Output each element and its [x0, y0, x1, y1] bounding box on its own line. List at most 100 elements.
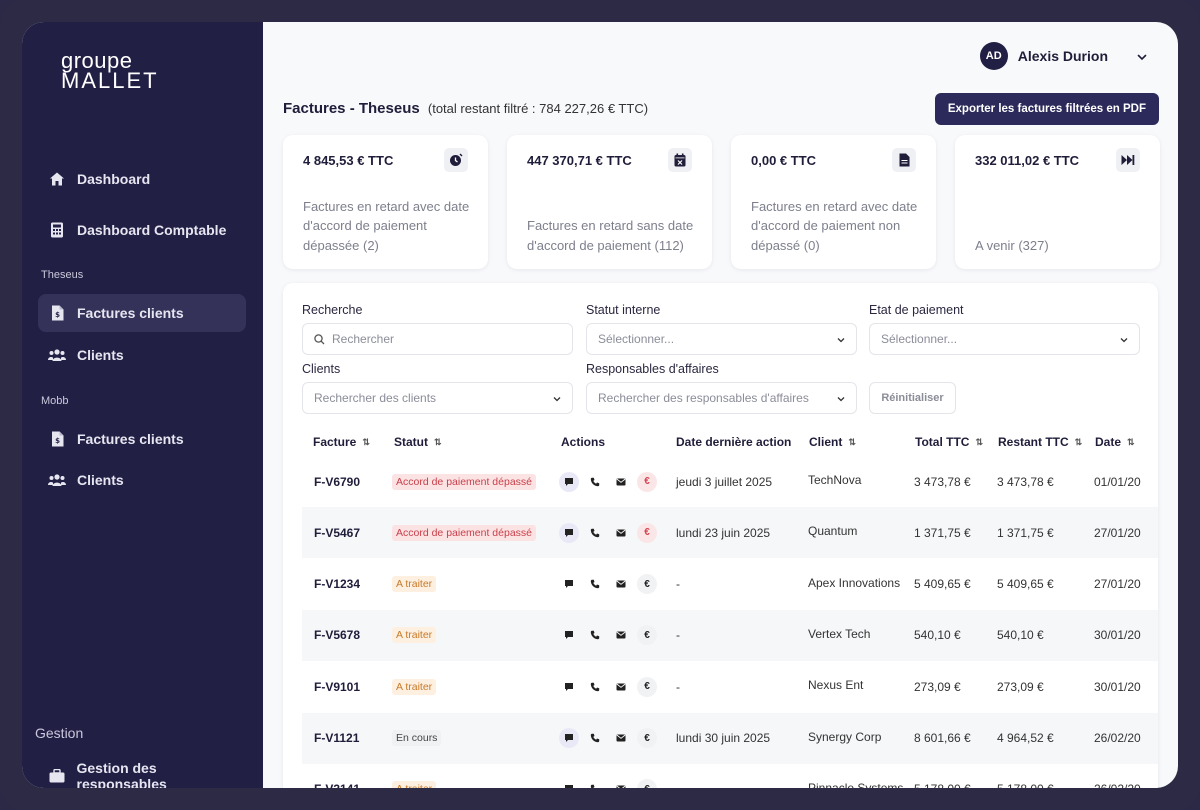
- status-badge: A traiter: [392, 678, 437, 695]
- card-amount: 447 370,71 € TTC: [527, 153, 632, 168]
- phone-icon[interactable]: [585, 677, 605, 697]
- euro-icon[interactable]: €: [637, 522, 657, 543]
- sidebar-item-mobb-factures[interactable]: $ Factures clients: [38, 420, 246, 458]
- column-header-date-action[interactable]: Date dernière action: [676, 435, 791, 449]
- card-amount: 4 845,53 € TTC: [303, 153, 394, 168]
- phone-icon[interactable]: [585, 779, 605, 788]
- cell-date: 01/01/20: [1094, 474, 1141, 489]
- statut-select[interactable]: Sélectionner...: [586, 323, 857, 355]
- euro-icon[interactable]: €: [637, 779, 657, 788]
- cell-actions: €: [559, 764, 657, 788]
- phone-icon[interactable]: [585, 625, 605, 645]
- euro-icon[interactable]: €: [637, 676, 657, 697]
- column-header-date[interactable]: Date ⇅: [1095, 435, 1135, 449]
- filter-label-clients: Clients: [302, 362, 341, 376]
- cell-facture[interactable]: F-V3141: [314, 764, 360, 788]
- cell-date: 26/02/20: [1094, 731, 1141, 745]
- logo: groupe MALLET: [61, 50, 159, 92]
- summary-card-upcoming[interactable]: 332 011,02 € TTC A venir (327): [955, 135, 1160, 269]
- cell-statut: A traiter: [392, 661, 437, 712]
- user-menu[interactable]: AD Alexis Durion: [979, 42, 1148, 70]
- comment-icon[interactable]: [559, 574, 579, 594]
- mail-icon[interactable]: [611, 472, 631, 492]
- cell-total: 5 178,00 €: [914, 764, 971, 788]
- column-header-total[interactable]: Total TTC ⇅: [915, 435, 983, 449]
- comment-icon[interactable]: [559, 625, 579, 645]
- card-description: Factures en retard avec date d'accord de…: [303, 198, 470, 253]
- briefcase-icon: [48, 767, 66, 785]
- phone-icon[interactable]: [585, 574, 605, 594]
- cell-actions: €: [559, 661, 657, 712]
- cell-facture[interactable]: F-V1121: [314, 731, 360, 745]
- summary-card-overdue-not-passed[interactable]: 0,00 € TTC Factures en retard avec date …: [731, 135, 936, 269]
- table-row[interactable]: F-V9101 A traiter € - Nexus Ent 273,09 €…: [302, 661, 1158, 712]
- euro-icon[interactable]: €: [637, 574, 657, 595]
- reset-button[interactable]: Réinitialiser: [869, 382, 956, 414]
- responsables-select[interactable]: Rechercher des responsables d'affaires: [586, 382, 857, 414]
- mail-icon[interactable]: [611, 779, 631, 788]
- summary-card-overdue-agreed[interactable]: 4 845,53 € TTC Factures en retard avec d…: [283, 135, 488, 269]
- euro-icon[interactable]: €: [637, 471, 657, 492]
- sidebar-item-theseus-factures[interactable]: $ Factures clients: [38, 294, 246, 332]
- table-row[interactable]: F-V6790 Accord de paiement dépassé € jeu…: [302, 456, 1158, 507]
- sidebar-item-gestion-responsables[interactable]: Gestion des responsables: [38, 757, 246, 788]
- filter-label-statut: Statut interne: [586, 303, 661, 317]
- column-header-facture[interactable]: Facture ⇅: [313, 435, 370, 449]
- sidebar-item-dashboard-comptable[interactable]: Dashboard Comptable: [38, 211, 246, 249]
- sidebar-item-label: Dashboard: [77, 171, 151, 187]
- comment-icon[interactable]: [559, 522, 579, 543]
- cell-facture[interactable]: F-V1234: [314, 577, 361, 592]
- euro-icon[interactable]: €: [637, 625, 657, 646]
- section-label-mobb: Mobb: [41, 395, 69, 407]
- table-row[interactable]: F-V1121 En cours € lundi 30 juin 2025 Sy…: [302, 712, 1158, 764]
- comment-icon[interactable]: [559, 728, 579, 748]
- fast-forward-icon: [1116, 148, 1140, 172]
- chevron-down-icon[interactable]: [1136, 50, 1148, 62]
- summary-card-overdue-no-agreement[interactable]: 447 370,71 € TTC Factures en retard sans…: [507, 135, 712, 269]
- table-row[interactable]: F-V5467 Accord de paiement dépassé € lun…: [302, 507, 1158, 559]
- export-pdf-button[interactable]: Exporter les factures filtrées en PDF: [934, 93, 1159, 125]
- phone-icon[interactable]: [585, 728, 605, 748]
- column-header-restant[interactable]: Restant TTC ⇅: [998, 435, 1082, 449]
- search-placeholder: Rechercher: [332, 332, 395, 346]
- paiement-select[interactable]: Sélectionner...: [869, 323, 1140, 355]
- cell-total: 3 473,78 €: [914, 474, 971, 489]
- sort-icon: ⇅: [975, 436, 983, 447]
- sidebar-item-theseus-clients[interactable]: Clients: [38, 336, 246, 374]
- cell-facture[interactable]: F-V9101: [314, 679, 361, 694]
- search-input[interactable]: Rechercher: [302, 323, 573, 355]
- cell-total: 8 601,66 €: [914, 731, 971, 745]
- header-label: Total TTC: [915, 435, 970, 449]
- table-row[interactable]: F-V5678 A traiter € - Vertex Tech 540,10…: [302, 609, 1158, 661]
- euro-icon[interactable]: €: [637, 728, 657, 748]
- phone-icon[interactable]: [585, 523, 605, 543]
- mail-icon[interactable]: [611, 574, 631, 594]
- table-row[interactable]: F-V3141 A traiter € - Pinnacle Systems 5…: [302, 764, 1158, 788]
- mail-icon[interactable]: [611, 677, 631, 697]
- mail-icon[interactable]: [611, 523, 631, 543]
- chevron-down-icon: [836, 334, 846, 344]
- cell-date: 30/01/20: [1094, 679, 1141, 694]
- clients-select[interactable]: Rechercher des clients: [302, 382, 573, 414]
- cell-actions: €: [559, 507, 657, 558]
- column-header-statut[interactable]: Statut ⇅: [394, 435, 442, 449]
- sidebar-item-dashboard[interactable]: Dashboard: [38, 160, 246, 198]
- cell-total: 540,10 €: [914, 628, 961, 643]
- column-header-client[interactable]: Client ⇅: [809, 435, 856, 449]
- mail-icon[interactable]: [611, 728, 631, 748]
- users-icon: [48, 471, 66, 489]
- status-badge: Accord de paiement dépassé: [392, 473, 537, 490]
- comment-icon[interactable]: [559, 677, 579, 697]
- table-row[interactable]: F-V1234 A traiter € - Apex Innovations 5…: [302, 559, 1158, 610]
- header-label: Client: [809, 435, 843, 449]
- comment-icon[interactable]: [559, 779, 579, 788]
- phone-icon[interactable]: [585, 472, 605, 492]
- cell-facture[interactable]: F-V6790: [314, 474, 361, 489]
- cell-facture[interactable]: F-V5678: [314, 628, 361, 643]
- header-label: Restant TTC: [998, 435, 1069, 449]
- select-placeholder: Rechercher des responsables d'affaires: [598, 391, 809, 405]
- comment-icon[interactable]: [559, 471, 579, 492]
- mail-icon[interactable]: [611, 625, 631, 645]
- cell-facture[interactable]: F-V5467: [314, 525, 361, 540]
- sidebar-item-mobb-clients[interactable]: Clients: [38, 461, 246, 499]
